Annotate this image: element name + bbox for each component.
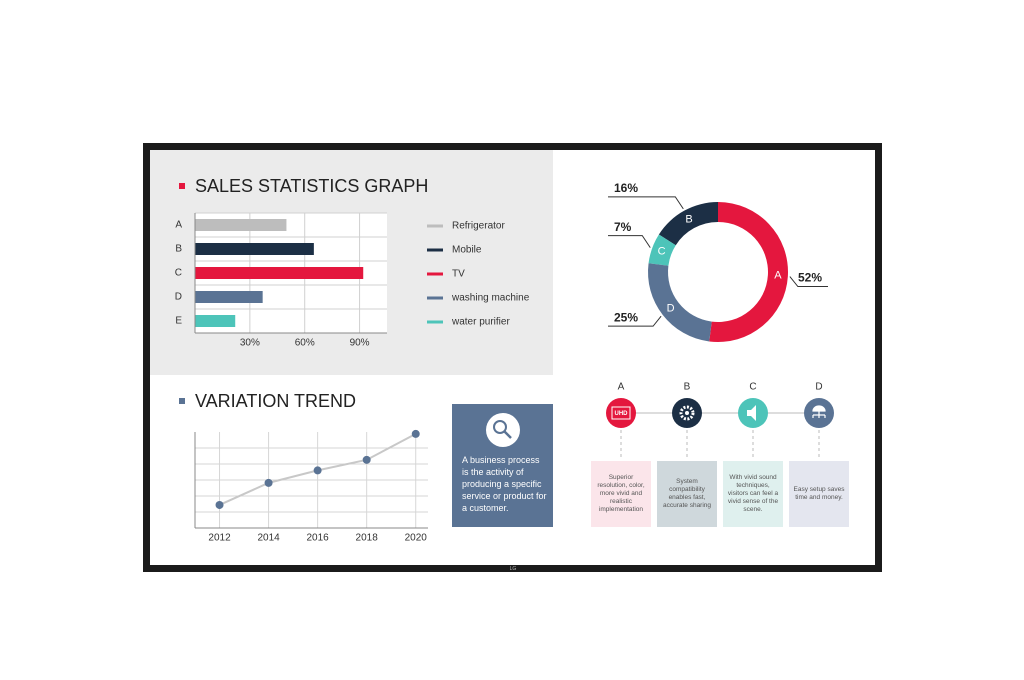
x-tick-label: 60% — [295, 338, 315, 349]
legend-label: water purifier — [451, 317, 510, 328]
feature-label: A — [618, 382, 625, 393]
chart-title: VARIATION TREND — [195, 391, 356, 411]
feature-card: Superior resolution, color, more vivid a… — [591, 461, 651, 527]
value-label: 25% — [614, 310, 638, 324]
donut-slice — [709, 202, 788, 342]
legend-label: Refrigerator — [452, 221, 505, 232]
point — [264, 478, 273, 487]
value-label: 7% — [614, 220, 632, 234]
bar — [195, 219, 287, 231]
chart-title: SALES STATISTICS GRAPH — [195, 176, 428, 196]
legend-label: washing machine — [451, 293, 530, 304]
search-icon — [486, 413, 520, 447]
feature-label: B — [684, 382, 691, 393]
feature-label: D — [815, 382, 822, 393]
x-tick-label: 2018 — [356, 533, 379, 544]
x-tick-label: 2014 — [257, 533, 280, 544]
x-tick-label: 30% — [240, 338, 260, 349]
network — [812, 405, 826, 418]
logo-area — [493, 565, 533, 572]
feature-card: With vivid sound techniques, visitors ca… — [723, 461, 783, 527]
y-tick-label: E — [175, 316, 182, 327]
x-tick-label: 2012 — [208, 533, 231, 544]
x-tick-label: 2020 — [405, 533, 428, 544]
point — [362, 455, 371, 464]
donut-slice — [648, 234, 676, 266]
title-marker — [179, 183, 185, 189]
donut-slice — [648, 263, 712, 342]
title-marker — [179, 398, 185, 404]
speaker — [747, 405, 756, 421]
bar — [195, 267, 364, 279]
point — [411, 429, 420, 438]
feature-card: Easy setup saves time and money. — [789, 461, 849, 527]
y-tick-label: A — [175, 220, 182, 231]
slice-letter: A — [774, 270, 782, 282]
y-tick-label: B — [175, 244, 182, 255]
slice-letter: B — [685, 213, 692, 225]
slice-letter: C — [658, 246, 666, 258]
bar — [195, 243, 314, 255]
y-tick-label: C — [175, 268, 182, 279]
search-icon-lens — [493, 420, 507, 434]
point — [215, 500, 224, 509]
leader-line — [608, 196, 684, 210]
leader-line — [608, 235, 651, 248]
leader-line — [608, 315, 662, 327]
legend-label: Mobile — [452, 245, 482, 256]
bar — [195, 291, 263, 303]
brand: LG — [510, 566, 517, 572]
legend-label: TV — [452, 269, 465, 280]
x-tick-label: 90% — [350, 338, 370, 349]
y-tick-label: D — [175, 292, 182, 303]
callout-text: A business process is the activity of pr… — [462, 455, 547, 513]
slice-letter: D — [667, 303, 675, 315]
icon-frame — [611, 406, 631, 420]
icon-text: UHD — [615, 411, 629, 417]
donut-slice — [658, 202, 718, 246]
leader-line — [789, 276, 828, 288]
feature-label: C — [749, 382, 756, 393]
value-label: 52% — [798, 271, 822, 285]
gear-hub — [685, 411, 689, 415]
point — [313, 466, 322, 475]
value-label: 16% — [614, 181, 638, 195]
x-tick-label: 2016 — [307, 533, 330, 544]
gear — [679, 405, 695, 421]
feature-icon — [606, 398, 636, 428]
bar — [195, 315, 236, 327]
search-icon-handle — [503, 430, 512, 439]
feature-card: System compatibility enables fast, accur… — [657, 461, 717, 527]
